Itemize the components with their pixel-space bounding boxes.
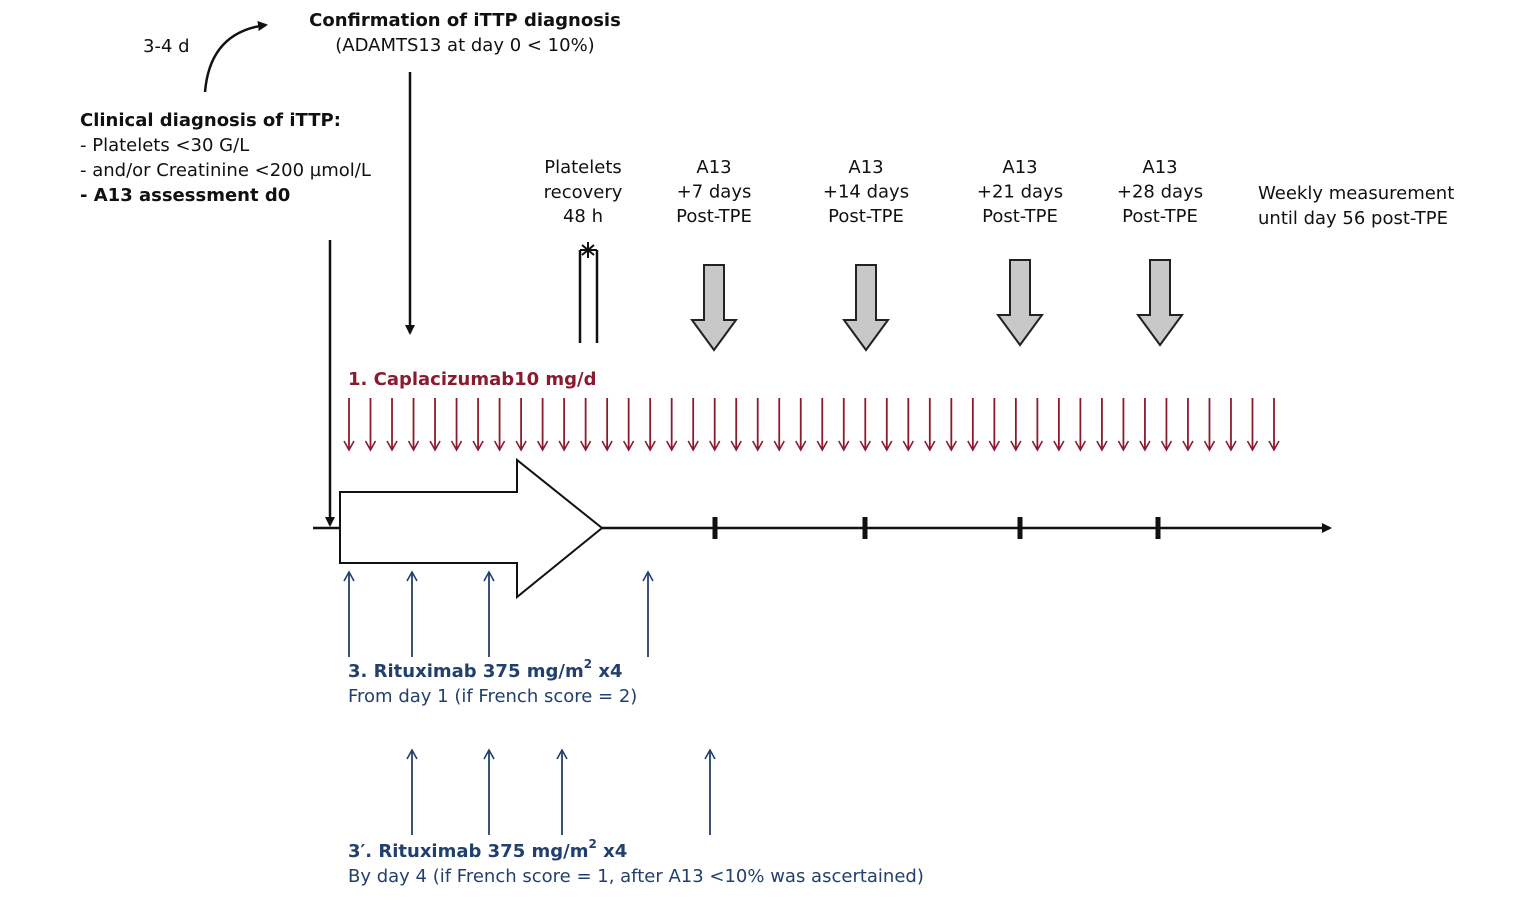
label-sup: 2 [588,837,596,851]
weekly-label: until day 56 post-TPE [1258,208,1448,229]
a13-label: A13 [696,157,731,178]
a13-arrow [1136,259,1184,347]
curved-arrow [203,21,268,93]
a13-arrow [996,259,1044,347]
rituximab-note: From day 1 (if French score = 2) [348,686,637,707]
a13-label: Post-TPE [828,206,904,227]
confirmation-detail: (ADAMTS13 at day 0 < 10%) [335,35,594,56]
caplacizumab-label: 1. Caplacizumab10 mg/d [348,369,597,390]
a13-arrow [690,264,738,352]
recovery-label: recovery [544,182,623,203]
label-text: 3. Rituximab 375 mg/m [348,661,584,682]
shapes [203,21,1332,600]
a13-label: A13 [1002,157,1037,178]
recovery-label: 48 h [563,206,603,227]
clinical-item: - Platelets <30 G/L [80,135,249,156]
weekly-label: Weekly measurement [1258,183,1454,204]
a13-label: +14 days [823,182,909,203]
a13-label: +21 days [977,182,1063,203]
rituximab-note: By day 4 (if French score = 1, after A13… [348,866,924,887]
a13-label: Post-TPE [676,206,752,227]
tpe-arrow [339,457,604,600]
rituximab-label: 3. Rituximab 375 mg/m2 x4 [348,657,623,683]
a13-label: +28 days [1117,182,1203,203]
a13-label: A13 [1142,157,1177,178]
label-suffix: x4 [597,841,627,862]
a13-label: Post-TPE [1122,206,1198,227]
clinical-title: Clinical diagnosis of iTTP: [80,110,341,131]
a13-label: A13 [848,157,883,178]
recovery-label: Platelets [544,157,622,178]
label-sup: 2 [584,657,592,671]
recovery-star [580,242,597,258]
clinical-item: - A13 assessment d0 [80,185,290,206]
a13-label: Post-TPE [982,206,1058,227]
label-text: 3′. Rituximab 375 mg/m [348,841,588,862]
label-suffix: x4 [592,661,622,682]
clinical-item: - and/or Creatinine <200 µmol/L [80,160,371,181]
delay-label: 3-4 d [143,36,190,57]
a13-arrow [842,264,890,352]
confirmation-title: Confirmation of iTTP diagnosis [309,10,621,31]
a13-label: +7 days [677,182,752,203]
rituximab-label: 3′. Rituximab 375 mg/m2 x4 [348,837,627,863]
